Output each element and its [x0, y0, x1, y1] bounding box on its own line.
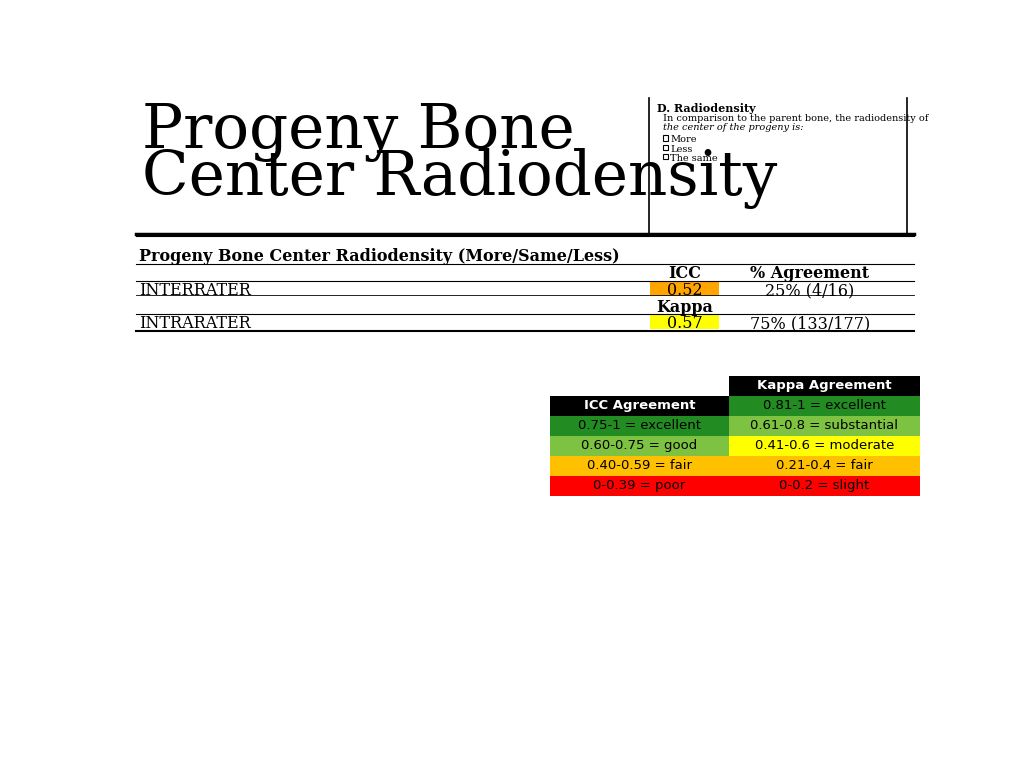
Bar	[729, 435, 920, 455]
Bar	[550, 415, 729, 435]
Text: 0.52: 0.52	[667, 283, 702, 300]
Text: Kappa: Kappa	[656, 299, 713, 316]
Text: The same: The same	[671, 154, 718, 163]
Text: ICC Agreement: ICC Agreement	[584, 399, 695, 412]
Bar	[649, 314, 719, 329]
Text: Progeny Bone Center Radiodensity (More/Same/Less): Progeny Bone Center Radiodensity (More/S…	[139, 249, 620, 266]
Text: 0.60-0.75 = good: 0.60-0.75 = good	[582, 439, 697, 452]
Bar	[550, 475, 729, 495]
Bar	[649, 281, 719, 296]
Bar	[663, 154, 669, 159]
Text: In comparison to the parent bone, the radiodensity of: In comparison to the parent bone, the ra…	[663, 114, 928, 123]
Text: Progeny Bone: Progeny Bone	[142, 102, 574, 162]
Text: Kappa Agreement: Kappa Agreement	[757, 379, 892, 392]
Text: 75% (133/177): 75% (133/177)	[750, 316, 870, 333]
Text: More: More	[671, 135, 697, 144]
Text: Less: Less	[671, 144, 693, 154]
Text: D. Radiodensity: D. Radiodensity	[656, 103, 755, 114]
Bar	[729, 475, 920, 495]
Bar	[729, 396, 920, 415]
Text: 0.81-1 = excellent: 0.81-1 = excellent	[763, 399, 886, 412]
Bar	[729, 415, 920, 435]
Text: INTERRATER: INTERRATER	[139, 283, 251, 300]
Text: % Agreement: % Agreement	[751, 266, 869, 283]
Text: 0.57: 0.57	[667, 316, 702, 333]
Text: 0-0.2 = slight: 0-0.2 = slight	[779, 478, 869, 492]
Bar	[729, 455, 920, 475]
Bar	[550, 455, 729, 475]
Bar	[550, 435, 729, 455]
Text: 0.61-0.8 = substantial: 0.61-0.8 = substantial	[751, 419, 898, 432]
Text: 0-0.39 = poor: 0-0.39 = poor	[593, 478, 686, 492]
Text: INTRARATER: INTRARATER	[139, 316, 251, 333]
Bar	[663, 135, 669, 141]
Text: 0.41-0.6 = moderate: 0.41-0.6 = moderate	[755, 439, 894, 452]
Text: 0.40-0.59 = fair: 0.40-0.59 = fair	[587, 458, 692, 472]
Text: 0.75-1 = excellent: 0.75-1 = excellent	[578, 419, 701, 432]
Text: the ​center​ of the progeny is:: the ​center​ of the progeny is:	[663, 123, 803, 132]
Bar	[663, 144, 669, 150]
Text: 25% (4/16): 25% (4/16)	[765, 283, 855, 300]
Text: ICC: ICC	[668, 266, 701, 283]
Text: 0.21-0.4 = fair: 0.21-0.4 = fair	[776, 458, 872, 472]
Bar	[729, 376, 920, 396]
Bar	[550, 396, 729, 415]
Text: Center Radiodensity: Center Radiodensity	[142, 148, 777, 210]
